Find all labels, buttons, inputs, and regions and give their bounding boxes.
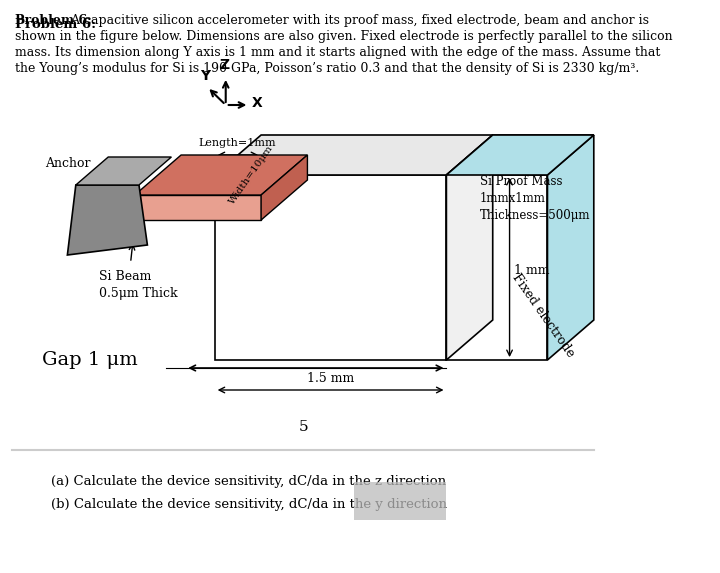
Text: X: X [252,96,263,110]
Polygon shape [446,135,594,175]
Polygon shape [446,135,594,175]
Text: Length=1mm: Length=1mm [199,138,276,148]
Text: Y: Y [200,69,210,83]
Text: A capacitive silicon accelerometer with its proof mass, fixed electrode, beam an: A capacitive silicon accelerometer with … [68,14,649,27]
Text: Si Proof Mass
1mmx1mm
Thickness=500μm: Si Proof Mass 1mmx1mm Thickness=500μm [480,175,590,222]
Polygon shape [446,135,492,360]
Text: (b) Calculate the device sensitivity, dC/da in the y direction: (b) Calculate the device sensitivity, dC… [50,498,446,511]
Text: 1 mm: 1 mm [514,264,549,277]
Polygon shape [135,155,307,195]
Text: shown in the figure below. Dimensions are also given. Fixed electrode is perfect: shown in the figure below. Dimensions ar… [15,30,672,43]
Polygon shape [446,175,547,360]
Text: 5: 5 [298,420,308,434]
Text: Problem 6:: Problem 6: [15,14,92,27]
FancyBboxPatch shape [354,482,446,520]
FancyBboxPatch shape [135,195,261,220]
Polygon shape [261,155,307,220]
Text: (a) Calculate the device sensitivity, dC/da in the z direction: (a) Calculate the device sensitivity, dC… [50,475,446,488]
Polygon shape [68,185,148,255]
Text: Width=10μm: Width=10μm [228,144,275,206]
Text: Fixed electrode: Fixed electrode [510,271,577,359]
Text: mass. Its dimension along Y axis is 1 mm and it starts aligned with the edge of : mass. Its dimension along Y axis is 1 mm… [15,46,660,59]
Polygon shape [215,135,492,175]
Polygon shape [76,157,171,185]
FancyBboxPatch shape [215,175,446,360]
Text: Anchor: Anchor [45,157,90,170]
Text: the Young’s modulus for Si is 190 GPa, Poisson’s ratio 0.3 and that the density : the Young’s modulus for Si is 190 GPa, P… [15,62,639,75]
Text: Problem 6:: Problem 6: [15,18,96,31]
Text: Gap 1 μm: Gap 1 μm [42,351,138,369]
Text: 1.5 mm: 1.5 mm [307,372,354,385]
Text: Z: Z [219,58,229,72]
Polygon shape [547,135,594,360]
Text: Si Beam
0.5μm Thick: Si Beam 0.5μm Thick [99,270,178,300]
